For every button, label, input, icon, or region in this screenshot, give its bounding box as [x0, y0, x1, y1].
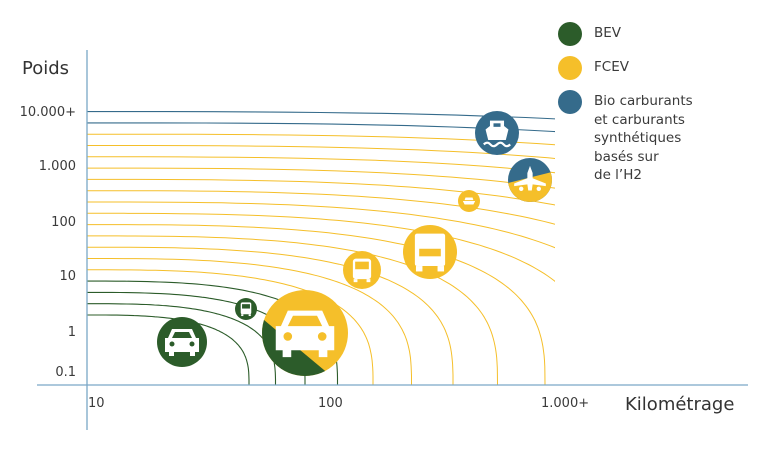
legend-swatch: [558, 56, 582, 80]
x-tick-label: 10: [88, 396, 105, 411]
legend-swatch: [558, 90, 582, 114]
legend-label: FCEV: [594, 59, 629, 75]
y-tick-label: 1.000: [38, 159, 76, 174]
iso-curve: [87, 111, 555, 120]
y-tick-label: 1: [67, 325, 76, 340]
iso-curve: [87, 156, 555, 174]
truck-badge: [403, 225, 457, 279]
legend-label: BEV: [594, 25, 622, 41]
iso-curve: [87, 201, 555, 249]
iso-curve: [87, 145, 555, 159]
legend-swatch: [558, 22, 582, 46]
iso-curve: [87, 167, 555, 189]
small-bus-badge: [235, 298, 257, 320]
bus-badge: [343, 251, 381, 289]
ship-icon: [483, 120, 511, 148]
x-axis-title: Kilométrage: [625, 394, 735, 415]
boat-icon: [462, 197, 476, 205]
y-tick-label: 10.000+: [19, 105, 76, 120]
plane-badge: [508, 158, 552, 202]
ship-badge: [475, 111, 519, 155]
iso-curve: [87, 133, 555, 146]
plane-icon: [514, 165, 546, 191]
y-tick-label: 0.1: [55, 365, 76, 380]
car-icon: [165, 329, 199, 356]
legend-item-biofuels: Bio carburants et carburants synthétique…: [558, 90, 693, 185]
iso-curve: [87, 314, 250, 385]
bus-icon: [352, 258, 372, 283]
y-tick-label: 10: [59, 269, 76, 284]
large-car-badge: [262, 290, 348, 376]
boat-badge: [458, 190, 480, 212]
legend-item-bev: BEV: [558, 22, 621, 46]
x-tick-label: 1.000+: [541, 396, 590, 411]
y-axis-title: Poids: [22, 58, 70, 79]
iso-curve: [87, 190, 555, 225]
legend-label: Bio carburants et carburants synthétique…: [594, 93, 693, 183]
legend-item-fcev: FCEV: [558, 56, 629, 80]
y-tick-label: 100: [51, 215, 76, 230]
iso-curve: [87, 258, 412, 385]
car-badge: [157, 317, 207, 367]
iso-curve: [87, 178, 555, 206]
bus-icon: [240, 302, 252, 317]
iso-curve: [87, 212, 555, 282]
x-tick-label: 100: [318, 396, 343, 411]
truck-icon: [414, 233, 446, 272]
car-icon: [275, 310, 335, 358]
